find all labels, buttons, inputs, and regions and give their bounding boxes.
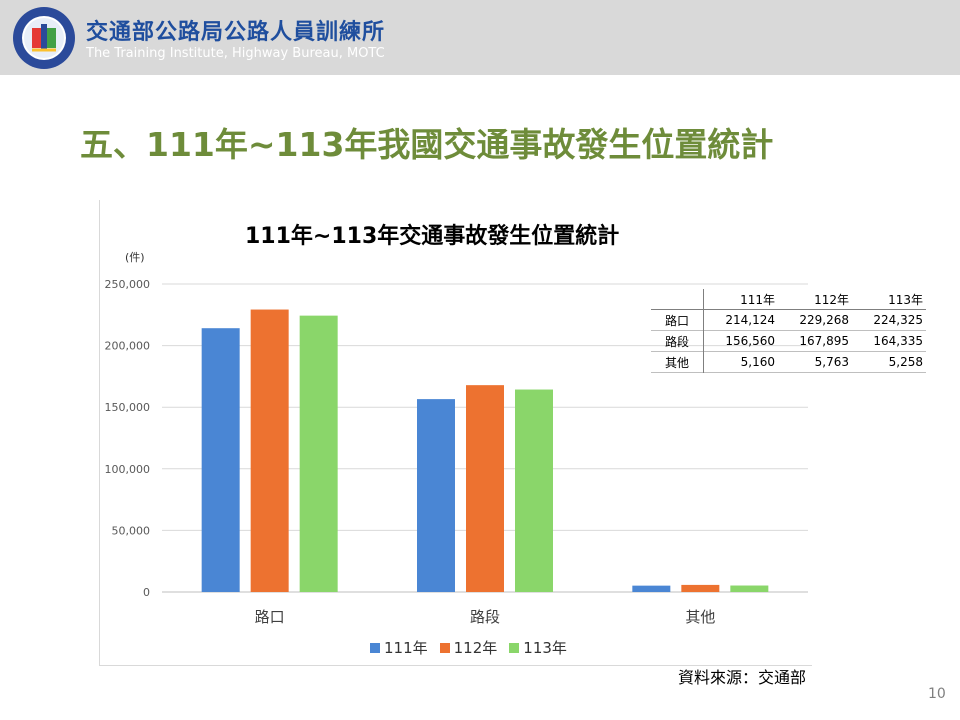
table-cell: 5,763 <box>814 355 849 369</box>
legend-swatch-111 <box>370 642 380 653</box>
table-cell: 5,258 <box>888 355 923 369</box>
bar <box>299 315 338 592</box>
bar <box>466 385 504 592</box>
table-header: 113年 <box>852 289 926 310</box>
table-row: 路口 214,124 229,268 224,325 <box>651 309 926 331</box>
slide-title: 五、111年~113年我國交通事故發生位置統計 <box>80 125 774 164</box>
chart-title: 111年~113年交通事故發生位置統計 <box>245 224 620 249</box>
bar <box>417 399 455 592</box>
table-cell: 229,268 <box>799 313 849 327</box>
org-name: 交通部公路局公路人員訓練所 <box>86 20 386 45</box>
y-tick-label: 200,000 <box>105 340 151 353</box>
bar <box>730 585 769 592</box>
bar <box>515 389 553 592</box>
legend-label: 112年 <box>453 639 498 657</box>
table-cell: 5,160 <box>740 355 775 369</box>
y-tick-label: 250,000 <box>105 278 151 291</box>
y-tick-label: 50,000 <box>112 524 151 537</box>
table-corner <box>651 289 704 310</box>
training-institute-logo <box>13 7 75 69</box>
table-header: 111年 <box>703 289 778 310</box>
y-axis-unit: (件) <box>125 251 145 264</box>
legend-label: 111年 <box>384 639 428 657</box>
table-row-label: 路段 <box>651 330 704 352</box>
org-subtitle: The Training Institute, Highway Bureau, … <box>86 46 385 61</box>
x-category-label: 路段 <box>470 608 500 626</box>
page-number: 10 <box>928 686 946 702</box>
table-cell: 156,560 <box>725 334 775 348</box>
legend-label: 113年 <box>523 639 567 657</box>
table-cell: 164,335 <box>873 334 923 348</box>
table-header: 112年 <box>778 289 852 310</box>
table-row: 其他 5,160 5,763 5,258 <box>651 351 926 373</box>
legend-swatch-112 <box>439 642 450 653</box>
chart-legend: 111年 112年 113年 <box>370 637 567 658</box>
data-table: 111年 112年 113年 路口 214,124 229,268 224,32… <box>651 289 926 373</box>
table-header-row: 111年 112年 113年 <box>651 289 926 310</box>
table-row-label: 其他 <box>651 351 704 373</box>
legend-swatch-113 <box>509 642 520 653</box>
table-cell: 167,895 <box>799 334 849 348</box>
y-tick-label: 100,000 <box>105 463 151 476</box>
data-source: 資料來源：交通部 <box>678 668 807 687</box>
legend-item: 113年 <box>509 637 567 658</box>
table-cell: 214,124 <box>725 313 775 327</box>
chart-frame <box>99 200 812 666</box>
y-tick-label: 0 <box>143 586 150 599</box>
table-row-label: 路口 <box>651 309 704 331</box>
bar <box>201 328 240 592</box>
header-bar: 交通部公路局公路人員訓練所 The Training Institute, Hi… <box>0 0 960 75</box>
x-category-label: 路口 <box>255 608 285 626</box>
bar <box>250 309 289 592</box>
bar <box>681 584 720 592</box>
y-tick-label: 150,000 <box>105 401 151 414</box>
legend-item: 111年 <box>370 637 428 658</box>
legend-item: 112年 <box>439 637 498 658</box>
table-row: 路段 156,560 167,895 164,335 <box>651 330 926 352</box>
bar <box>632 585 671 592</box>
table-cell: 224,325 <box>873 313 923 327</box>
x-category-label: 其他 <box>685 608 715 626</box>
